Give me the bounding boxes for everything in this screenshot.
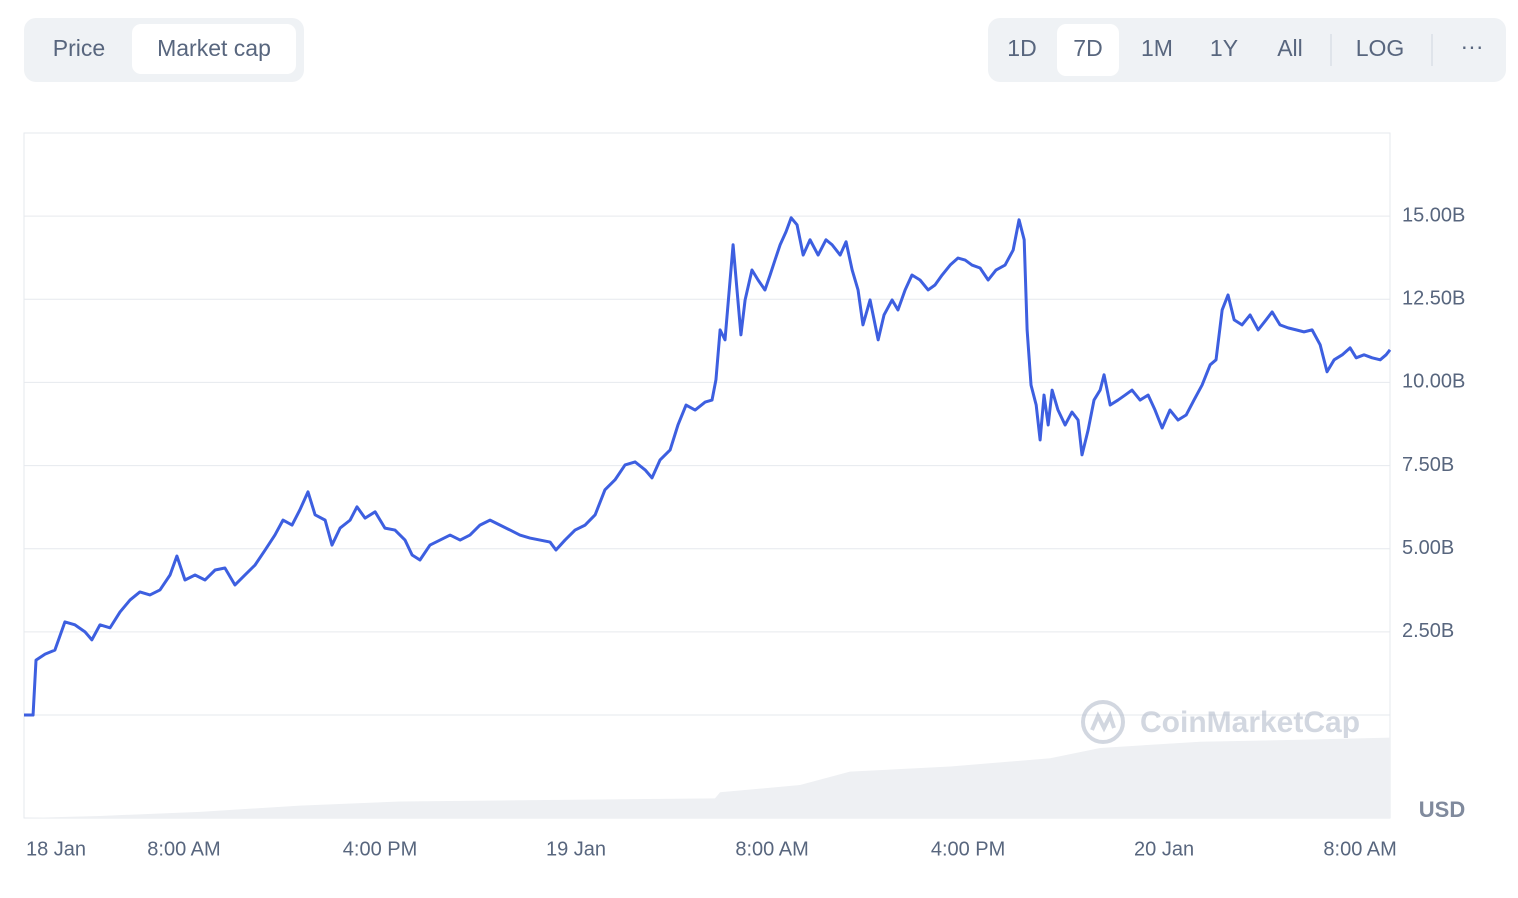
y-tick-label: 5.00B	[1402, 537, 1454, 559]
x-tick-label: 18 Jan	[26, 838, 86, 860]
range-button[interactable]: 1M	[1141, 35, 1173, 61]
y-tick-label: 7.50B	[1402, 454, 1454, 476]
x-tick-label: 8:00 AM	[735, 838, 808, 860]
x-tick-label: 8:00 AM	[1323, 838, 1396, 860]
button-label: Price	[53, 35, 105, 61]
y-tick-label: 12.50B	[1402, 288, 1465, 310]
range-button[interactable]: 7D	[1073, 35, 1102, 61]
button-label: All	[1277, 35, 1303, 61]
button-label: Market cap	[157, 35, 271, 61]
x-tick-label: 4:00 PM	[931, 838, 1005, 860]
x-tick-label: 4:00 PM	[343, 838, 417, 860]
log-button[interactable]: LOG	[1356, 35, 1405, 61]
button-label: 1D	[1007, 35, 1036, 61]
x-tick-label: 20 Jan	[1134, 838, 1194, 860]
active-toggle	[132, 24, 296, 74]
y-tick-label: 10.00B	[1402, 371, 1465, 393]
watermark-text: CoinMarketCap	[1140, 706, 1360, 739]
x-tick-label: 8:00 AM	[147, 838, 220, 860]
x-tick-label: 19 Jan	[546, 838, 606, 860]
active-range	[1057, 24, 1119, 76]
volume-area	[24, 737, 1390, 818]
range-button[interactable]: 1D	[1007, 35, 1036, 61]
more-button[interactable]: ···	[1461, 33, 1484, 59]
y-tick-label: 15.00B	[1402, 204, 1465, 226]
button-label: 1Y	[1210, 35, 1238, 61]
currency-label: USD	[1419, 797, 1465, 822]
range-button[interactable]: All	[1277, 35, 1303, 61]
button-label: ···	[1461, 33, 1484, 59]
price-toggle[interactable]: Price	[53, 35, 105, 61]
button-label: 7D	[1073, 35, 1102, 61]
y-tick-label: 2.50B	[1402, 620, 1454, 642]
market-cap-toggle[interactable]: Market cap	[157, 35, 271, 61]
plot: 2.50B 5.00B 7.50B 10.00B 12.50B 15.00B 18 Jan 8…	[23, 132, 1465, 860]
button-label: 1M	[1141, 35, 1173, 61]
watermark: CoinMarketCap	[1081, 700, 1360, 744]
price-line	[24, 216, 1392, 717]
button-label: LOG	[1356, 35, 1405, 61]
range-button[interactable]: 1Y	[1210, 35, 1238, 61]
